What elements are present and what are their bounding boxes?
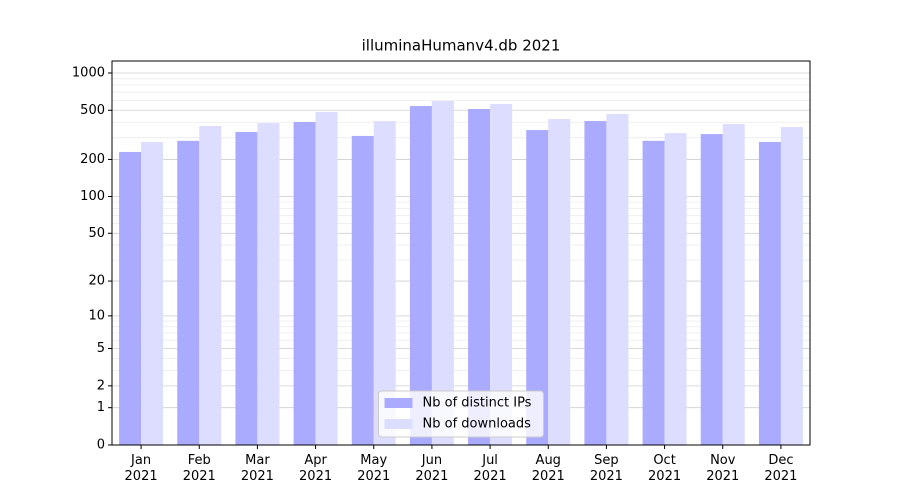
bar bbox=[315, 112, 338, 446]
bar bbox=[141, 141, 164, 445]
y-tick-label: 200 bbox=[80, 152, 105, 167]
y-tick-label: 0 bbox=[97, 438, 105, 453]
x-tick-label: Aug 2021 bbox=[531, 453, 565, 484]
bar bbox=[409, 106, 432, 445]
x-tick-label: Apr 2021 bbox=[299, 453, 333, 484]
plot-frame bbox=[111, 60, 811, 446]
bar bbox=[431, 101, 454, 446]
y-tick-label: 50 bbox=[88, 226, 105, 241]
y-tick-label: 20 bbox=[88, 274, 105, 289]
x-tick-label: Oct 2021 bbox=[648, 453, 682, 484]
x-tick-label: Mar 2021 bbox=[240, 453, 274, 484]
bar bbox=[373, 121, 396, 445]
bar bbox=[584, 121, 607, 445]
bar bbox=[526, 130, 549, 445]
y-tick-label: 1000 bbox=[72, 66, 105, 81]
bar bbox=[468, 108, 491, 445]
bar bbox=[758, 141, 781, 445]
x-tick-label: Feb 2021 bbox=[182, 453, 216, 484]
bar bbox=[235, 131, 258, 445]
legend-box bbox=[378, 390, 544, 438]
y-tick-label: 1 bbox=[97, 400, 105, 415]
legend-swatch bbox=[384, 398, 413, 408]
x-tick-label: Nov 2021 bbox=[706, 453, 740, 484]
bar bbox=[606, 113, 629, 445]
bar bbox=[664, 133, 687, 445]
bar bbox=[722, 124, 745, 445]
legend-swatch bbox=[384, 419, 413, 429]
y-tick-label: 10 bbox=[88, 308, 105, 323]
y-tick-label: 2 bbox=[97, 378, 105, 393]
legend-label: Nb of distinct IPs bbox=[423, 396, 532, 411]
x-tick-label: Dec 2021 bbox=[764, 453, 798, 484]
chart-title: illuminaHumanv4.db 2021 bbox=[362, 37, 561, 55]
legend-label: Nb of downloads bbox=[423, 417, 532, 432]
x-tick-label: Jun 2021 bbox=[415, 453, 449, 484]
x-tick-label: Sep 2021 bbox=[589, 453, 623, 484]
bar bbox=[119, 151, 142, 445]
y-tick-label: 500 bbox=[80, 103, 105, 118]
bar bbox=[548, 119, 571, 446]
bar bbox=[257, 123, 280, 446]
bar bbox=[177, 140, 200, 445]
x-tick-label: Jan 2021 bbox=[124, 453, 158, 484]
bar bbox=[490, 103, 513, 445]
bar bbox=[293, 121, 316, 446]
bar bbox=[700, 134, 723, 445]
x-tick-label: May 2021 bbox=[357, 453, 391, 484]
x-tick-label: Jul 2021 bbox=[473, 453, 507, 484]
bar bbox=[199, 126, 222, 446]
y-tick-label: 5 bbox=[97, 341, 105, 356]
bar bbox=[351, 135, 374, 445]
bar bbox=[642, 140, 665, 445]
bar bbox=[780, 127, 803, 446]
y-tick-label: 100 bbox=[80, 189, 105, 204]
